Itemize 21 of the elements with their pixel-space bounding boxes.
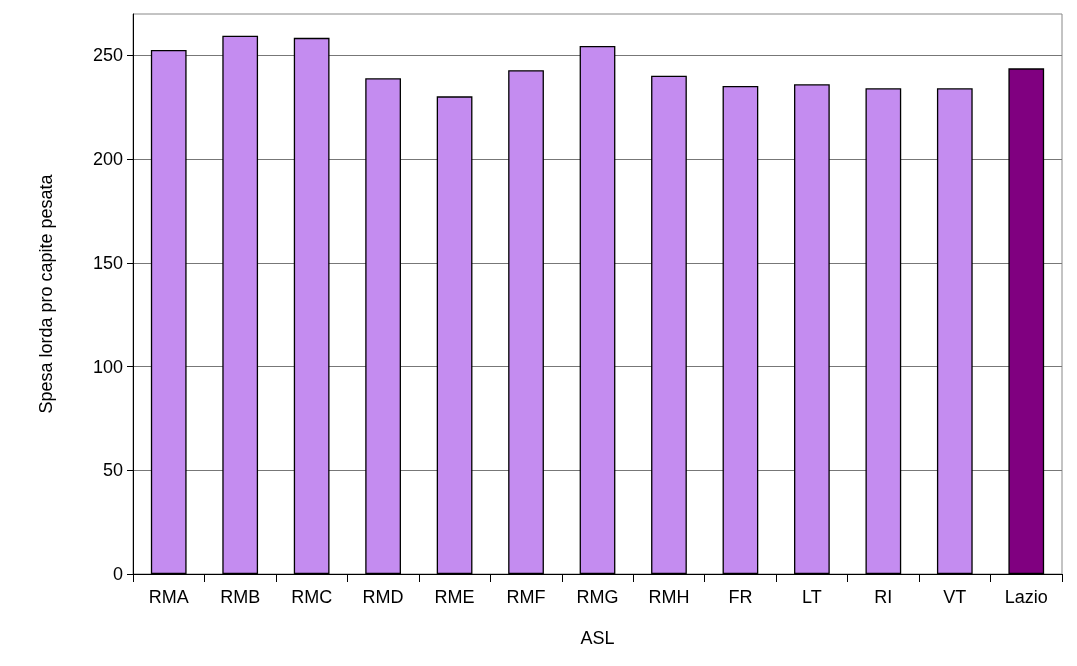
y-tick-label: 200 bbox=[92, 149, 123, 170]
x-tick-label: Lazio bbox=[1004, 587, 1048, 607]
x-tick-label: LT bbox=[802, 587, 822, 607]
x-tick-label: RMF bbox=[506, 587, 546, 607]
x-tick-label: RI bbox=[874, 587, 893, 607]
x-tick-label: RME bbox=[434, 587, 475, 607]
x-tick-label: RMB bbox=[220, 587, 261, 607]
x-tick-label: VT bbox=[943, 587, 967, 607]
y-tick-label: 50 bbox=[102, 460, 123, 481]
y-axis-title: Spesa lorda pro capite pesata bbox=[36, 173, 56, 414]
y-tick-label: 100 bbox=[92, 356, 123, 377]
x-tick-label: RMA bbox=[148, 587, 189, 607]
x-axis-title: ASL bbox=[580, 628, 615, 648]
x-tick-label: RMD bbox=[362, 587, 404, 607]
x-tick-label: RMC bbox=[291, 587, 333, 607]
x-tick-label: RMG bbox=[576, 587, 619, 607]
x-tick-label: RMH bbox=[648, 587, 690, 607]
y-tick-label: 250 bbox=[92, 45, 123, 66]
y-tick-label: 150 bbox=[92, 252, 123, 273]
x-tick-label: FR bbox=[728, 587, 753, 607]
y-tick-label: 0 bbox=[112, 564, 123, 584]
